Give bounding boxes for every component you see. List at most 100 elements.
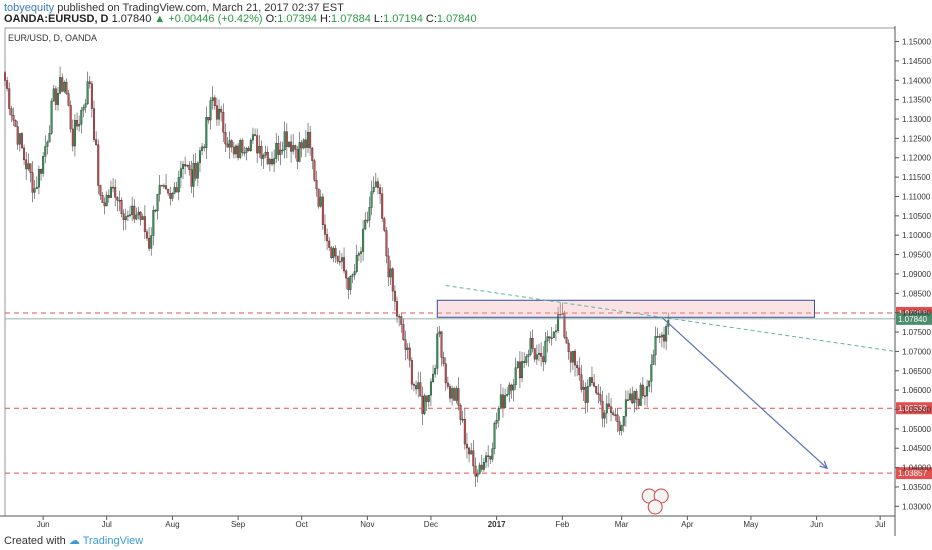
candle-body xyxy=(523,361,526,363)
candle-body xyxy=(508,384,511,395)
footer: Created with ☁ TradingView xyxy=(4,534,143,547)
candle-body xyxy=(650,364,653,382)
candle-body xyxy=(504,395,507,409)
candle-body xyxy=(211,97,214,101)
candle-body xyxy=(209,100,212,121)
candle-body xyxy=(563,313,566,338)
candle-body xyxy=(249,139,252,152)
candle-body xyxy=(372,187,375,192)
candle-body xyxy=(152,209,155,236)
candle-body xyxy=(546,336,549,342)
price-tick-label: 1.10500 xyxy=(902,212,931,221)
author-link[interactable]: tobyequity xyxy=(4,2,55,14)
candle-body xyxy=(245,147,248,153)
projection-arrow-line[interactable] xyxy=(661,316,828,469)
candle-body xyxy=(292,145,295,152)
price-tick-label: 1.05000 xyxy=(902,425,931,434)
price-axis[interactable]: 1.15000 1.14500 1.14000 1.13500 1.13000 1.125… xyxy=(894,26,931,536)
candle-body xyxy=(648,380,651,387)
candle-body xyxy=(622,416,625,426)
candle-body xyxy=(396,301,399,317)
last-price-label: 1.07840 xyxy=(898,315,927,324)
candle-body xyxy=(54,88,57,105)
time-axis[interactable]: Jun Jul Aug Sep Oct Nov Dec 2017 Feb Mar Apr May Jun… xyxy=(0,515,895,529)
candle-body xyxy=(491,448,494,460)
candle-body xyxy=(275,143,278,159)
time-tick-label: Jun xyxy=(37,520,50,529)
time-tick-label: Apr xyxy=(681,520,694,529)
candle-body xyxy=(459,405,462,420)
candle-body xyxy=(95,139,98,145)
candle-body xyxy=(355,254,358,272)
candle-body xyxy=(586,386,589,403)
candle-body xyxy=(177,177,180,193)
candle-body xyxy=(137,211,140,216)
resistance-zone-box[interactable] xyxy=(436,299,815,318)
candle-body xyxy=(10,108,13,116)
candle-body xyxy=(167,188,170,194)
candle-body xyxy=(559,314,562,316)
candle-body xyxy=(247,147,250,152)
candle-body xyxy=(175,187,178,193)
candle-body xyxy=(63,81,66,92)
candle-body xyxy=(432,373,435,382)
candle-body xyxy=(311,147,314,161)
candle-body xyxy=(368,207,371,221)
price-tick-label: 1.07000 xyxy=(902,347,931,356)
candle-body xyxy=(571,351,574,363)
tradingview-brand[interactable]: TradingView xyxy=(82,535,144,547)
candle-body xyxy=(226,143,229,148)
time-tick-label: Nov xyxy=(360,520,374,529)
symbol-name: OANDA:EURUSD, D xyxy=(4,13,109,25)
candle-body xyxy=(8,88,11,109)
candle-body xyxy=(400,316,403,325)
candle-body xyxy=(612,412,615,415)
candle-body xyxy=(610,406,613,413)
candle-body xyxy=(222,111,225,133)
time-tick-label: Aug xyxy=(165,520,179,529)
candle-body xyxy=(251,134,254,141)
us-flag-event-icon[interactable] xyxy=(647,499,663,515)
candle-body xyxy=(23,147,26,161)
candle-body xyxy=(516,361,519,368)
candle-body xyxy=(480,464,483,470)
last-value: 1.07840 xyxy=(111,13,152,25)
candle-body xyxy=(574,351,577,366)
low-label: L: xyxy=(373,13,384,25)
candle-body xyxy=(300,142,303,149)
time-tick-label: Jul xyxy=(102,520,112,529)
candle-body xyxy=(326,234,329,242)
candle-body xyxy=(215,105,218,120)
candle-body xyxy=(366,219,369,222)
candle-body xyxy=(307,132,310,148)
candle-body xyxy=(156,193,159,212)
candle-body xyxy=(442,357,445,364)
candle-body xyxy=(237,145,240,158)
candle-body xyxy=(33,188,36,193)
candle-body xyxy=(42,156,45,174)
candle-body xyxy=(12,115,15,121)
candle-body xyxy=(542,356,545,363)
candle-body xyxy=(122,213,125,221)
candle-body xyxy=(376,181,379,188)
candle-body xyxy=(198,150,201,164)
candle-body xyxy=(614,414,617,416)
publish-info: tobyequity published on TradingView.com,… xyxy=(4,2,344,14)
candle-body xyxy=(73,120,76,147)
candle-body xyxy=(412,384,415,386)
candle-body xyxy=(169,193,172,199)
price-tick-label: 1.08000 xyxy=(902,309,931,318)
candle-body xyxy=(160,184,163,187)
descending-trendline[interactable] xyxy=(445,285,896,352)
change-value: +0.00446 (+0.42%) xyxy=(168,13,263,25)
candle-body xyxy=(135,214,138,220)
candle-body xyxy=(171,193,174,199)
candle-body xyxy=(294,145,297,150)
price-tick-label: 1.07500 xyxy=(902,328,931,337)
candle-body xyxy=(103,202,106,207)
candle-body xyxy=(646,386,649,397)
candle-body xyxy=(86,81,89,105)
